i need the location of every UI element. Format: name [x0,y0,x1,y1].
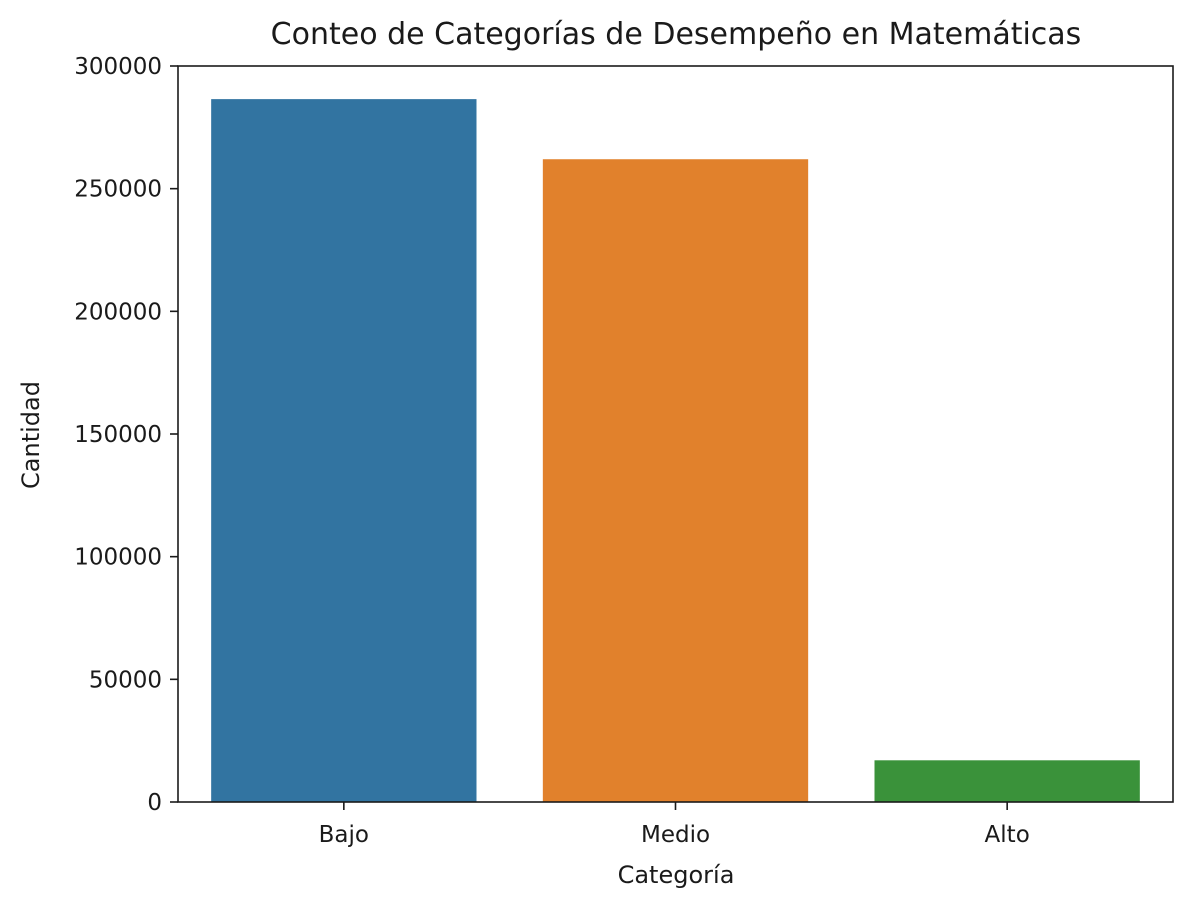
y-tick-label: 200000 [74,299,162,325]
x-tick-label-bajo: Bajo [319,822,369,848]
chart-title: Conteo de Categorías de Desempeño en Mat… [271,17,1082,52]
y-tick-label: 250000 [74,177,162,203]
x-axis: Bajo Medio Alto [319,802,1030,848]
y-tick-label: 0 [147,790,162,816]
x-tick-label-medio: Medio [641,822,710,848]
y-axis-label: Cantidad [17,381,45,489]
x-axis-label: Categoría [618,861,735,889]
bar-alto [874,760,1140,802]
y-tick-label: 150000 [74,422,162,448]
bar-bajo [211,99,477,803]
bars [211,99,1140,803]
x-tick-label-alto: Alto [985,822,1030,848]
y-axis: 0 50000 100000 150000 200000 250000 300000 [74,54,178,816]
bar-medio [542,159,809,802]
y-tick-label: 50000 [89,667,162,693]
y-tick-label: 100000 [74,545,162,571]
y-tick-label: 300000 [74,54,162,80]
